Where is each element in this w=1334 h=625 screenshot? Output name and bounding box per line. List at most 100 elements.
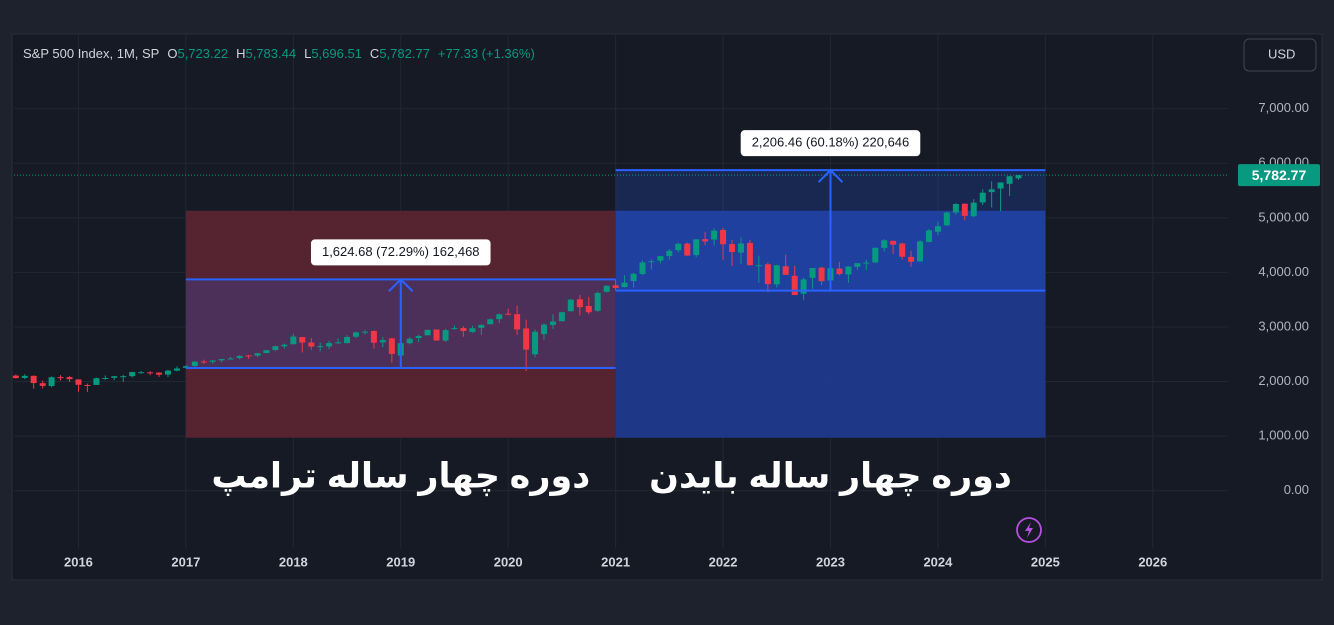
candle-body [156,372,163,375]
candle-body [93,378,100,385]
candle-body [379,340,386,343]
symbol-legend: S&P 500 Index, 1M, SP O5,723.22 H5,783.44 L… [23,46,543,61]
candle-body [809,268,816,278]
y-tick-label: 4,000.00 [1258,264,1309,279]
lightning-icon[interactable] [1016,517,1042,543]
candle-body [173,368,180,371]
x-tick-label: 2026 [1138,554,1167,569]
candle-body [666,250,673,257]
measure-label-box [310,239,491,266]
candle-body [505,313,512,315]
arrow-head [388,277,414,293]
candle-body [1015,175,1022,179]
candle-body [702,239,709,242]
candle-body [988,189,995,193]
candle-body [57,377,64,379]
candle-body [594,293,601,311]
candle-body [415,336,422,338]
candle-body [961,203,968,216]
candle-body [890,240,897,245]
currency-button[interactable] [1243,38,1317,72]
x-tick-label: 2023 [816,554,845,569]
candle-body [934,226,941,232]
candle-body [979,192,986,203]
candle-body [764,264,771,285]
candle-body [926,230,933,242]
candle-body [514,314,521,330]
candle-body [854,263,861,267]
last-price-badge [1238,164,1320,187]
x-tick-label: 2016 [64,554,93,569]
candle-body [352,332,359,337]
measure-label-text: 2,206.46 (60.18%) 220,646 [752,135,910,150]
candle-body [549,321,556,325]
measure-label-box [740,130,921,157]
candle-body [75,379,82,385]
candle-body [30,375,37,384]
candle-body [111,376,118,378]
candle-body [245,355,252,357]
candle-body [344,337,351,344]
candle-body [755,265,762,267]
candle-body [523,328,530,350]
candle-body [191,361,198,366]
lightning-bolt [1025,522,1033,538]
candle-body [138,372,145,374]
period-label: دوره چهار ساله ترامپ [211,456,590,496]
candle-body [120,376,127,378]
candle-body [603,285,610,292]
candle-body [1006,176,1013,184]
candle-body [200,361,207,363]
candle-body [460,328,467,332]
candle-body [693,239,700,256]
candle-body [675,243,682,251]
candle-body [39,383,46,386]
candle-body [388,338,395,354]
candle-body [236,355,243,359]
candle-body [540,324,547,335]
y-tick-label: 2,000.00 [1258,373,1309,388]
candle-body [370,331,377,343]
candle-body [281,344,288,347]
ohlc-value: 5,723.22 [177,46,229,61]
candle-body [800,279,807,294]
candle-body [576,299,583,308]
y-tick-label: 3,000.00 [1258,318,1309,333]
candle-body [782,266,789,275]
ohlc-value: 5,696.51 [311,46,362,61]
candle-body [657,256,664,261]
x-tick-label: 2018 [279,554,308,569]
candle-body [720,229,727,245]
currency-label[interactable]: USD [1268,46,1295,61]
candle-body [424,329,431,336]
candle-body [469,328,476,332]
candle-body [487,319,494,325]
candle-body [738,243,745,253]
y-tick-label: 1,000.00 [1258,428,1309,443]
candle-body [308,342,315,347]
candle-body [433,329,440,341]
x-tick-label: 2019 [386,554,415,569]
candle-body [585,305,592,313]
candle-body [899,243,906,257]
y-tick-label: 0.00 [1284,482,1309,497]
candle-body [612,285,619,289]
candle-body [317,346,324,348]
candle-body [532,331,539,355]
ohlc-value: 5,782.77 [379,46,430,61]
y-tick-label: 7,000.00 [1258,100,1309,115]
candle-body [48,377,55,386]
candle-body [728,244,735,252]
candle-body [639,262,646,274]
candle-body [836,268,843,275]
candle-body [845,266,852,275]
candle-body [773,265,780,285]
candle-body [361,331,368,333]
x-tick-label: 2020 [494,554,523,569]
ohlc-key: C [369,46,380,61]
candle-body [908,256,915,262]
candle-body [684,243,691,256]
measure-label-text: 1,624.68 (72.29%) 162,468 [322,244,480,259]
